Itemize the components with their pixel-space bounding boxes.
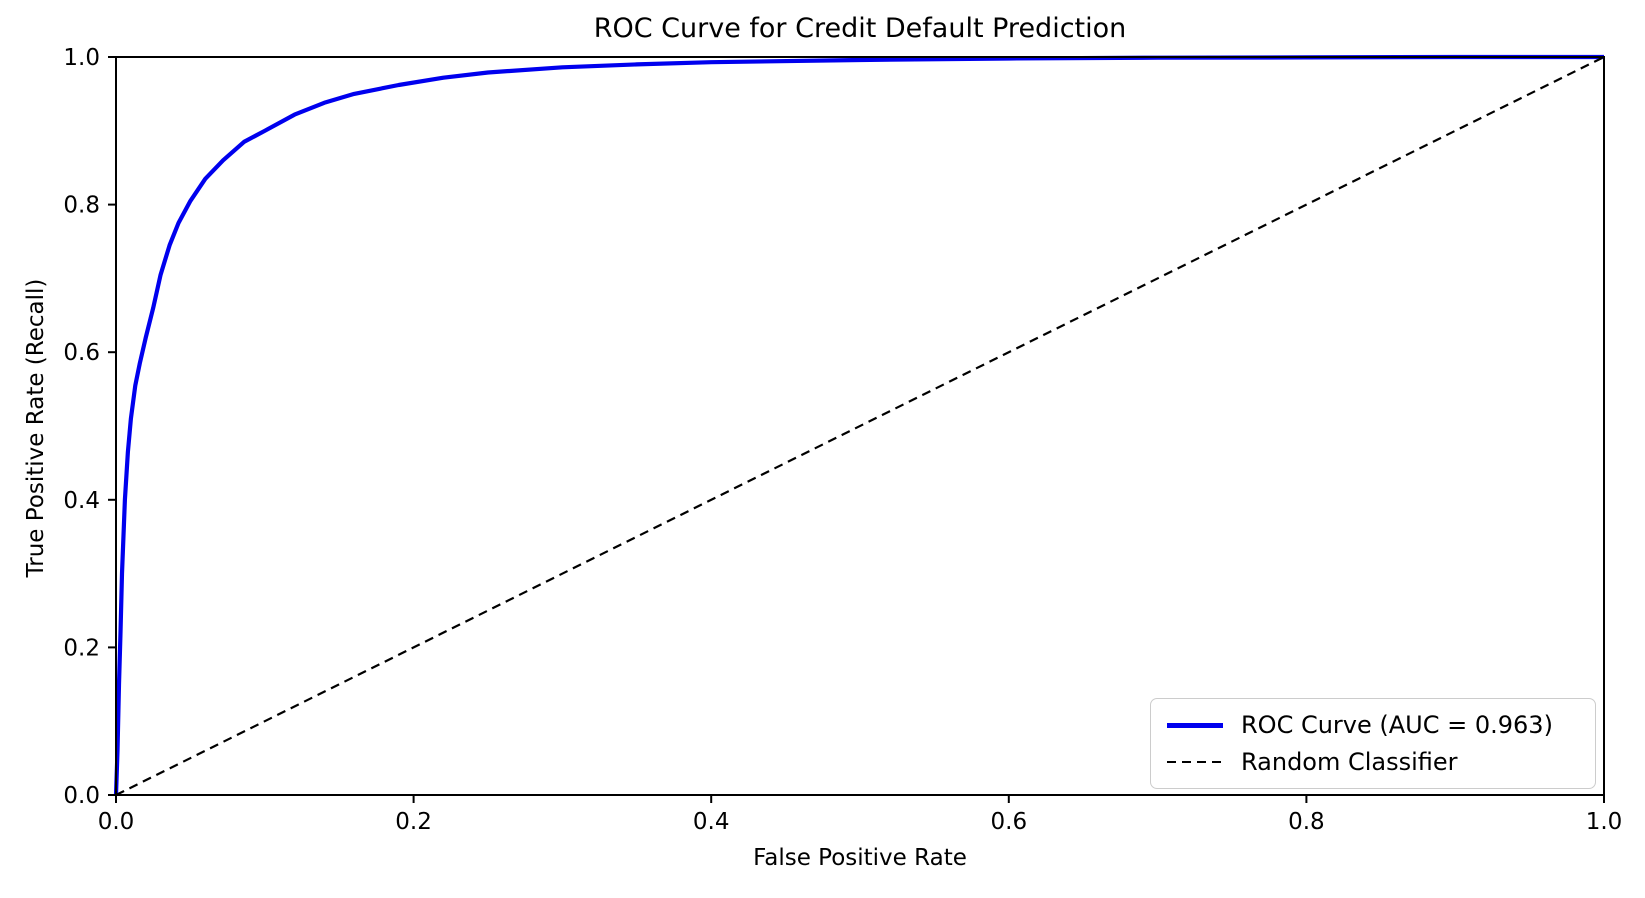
x-tick-label: 0.4 (693, 809, 730, 835)
roc-curve-line-swatch-icon (1167, 722, 1223, 728)
random-classifier-line (115, 56, 1605, 796)
y-tick-label: 0.0 (63, 783, 100, 809)
legend: ROC Curve (AUC = 0.963) Random Classifie… (1150, 698, 1596, 789)
axes-frame (115, 56, 1605, 796)
chart-title: ROC Curve for Credit Default Prediction (593, 13, 1127, 44)
y-tick-label: 0.8 (63, 193, 100, 219)
x-tick-label: 0.2 (395, 809, 432, 835)
legend-random-label: Random Classifier (1241, 748, 1458, 776)
legend-roc-label: ROC Curve (AUC = 0.963) (1241, 711, 1553, 739)
x-tick-label: 0.0 (98, 809, 135, 835)
x-tick-label: 1.0 (1586, 809, 1623, 835)
x-tick-label: 0.6 (991, 809, 1028, 835)
legend-row-roc: ROC Curve (AUC = 0.963) (1167, 711, 1579, 739)
y-tick-label: 0.6 (63, 340, 100, 366)
x-axis-label: False Positive Rate (753, 845, 967, 871)
random-classifier-dashed-line-swatch-icon (1167, 760, 1223, 764)
y-tick-label: 0.4 (63, 488, 100, 514)
y-axis-label: True Positive Rate (Recall) (23, 278, 49, 578)
roc-curve-line (113, 54, 1604, 796)
y-tick-label: 1.0 (63, 45, 100, 71)
legend-row-random: Random Classifier (1167, 748, 1579, 776)
y-tick-label: 0.2 (63, 635, 100, 661)
x-tick-label: 0.8 (1288, 809, 1325, 835)
